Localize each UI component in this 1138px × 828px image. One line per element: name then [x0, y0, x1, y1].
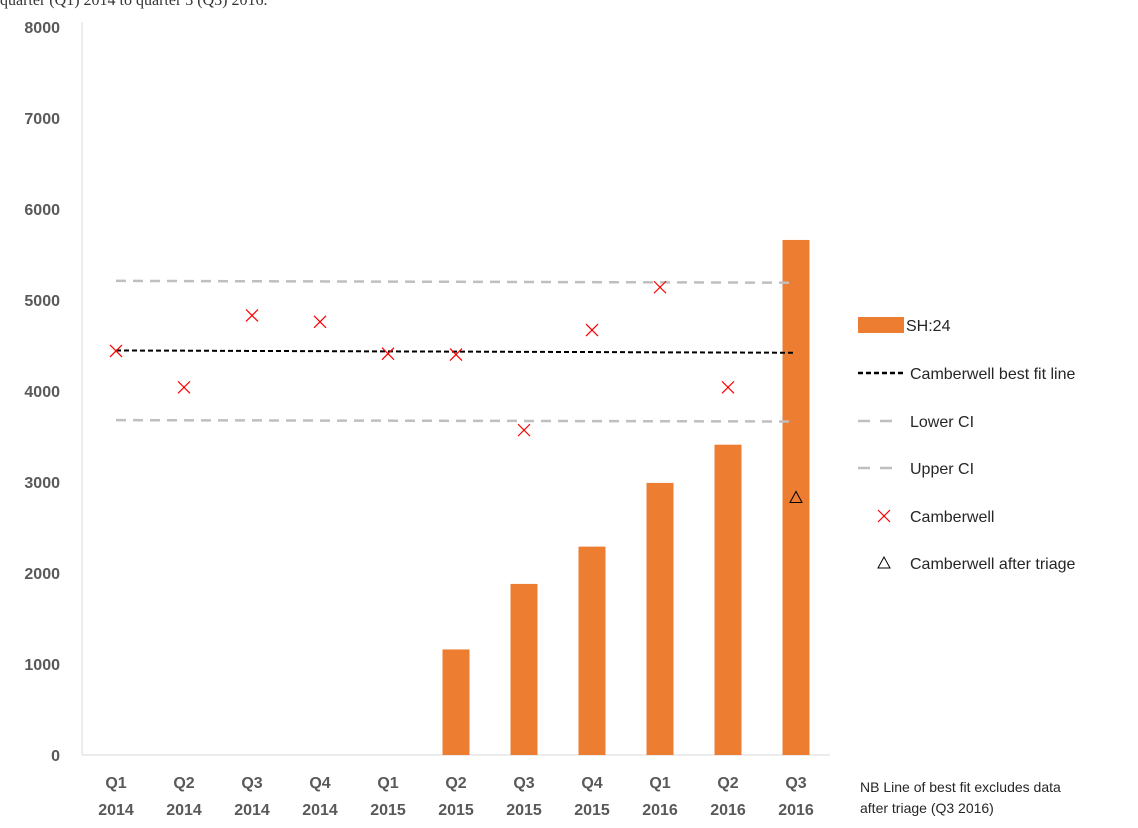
y-tick-label: 8000 — [24, 20, 60, 37]
x-tick-label-quarter: Q4 — [309, 775, 330, 792]
y-tick-label: 5000 — [24, 293, 60, 310]
marker-stroke — [585, 323, 599, 337]
marker-stroke — [653, 280, 667, 294]
x-tick-label-year: 2014 — [302, 802, 338, 819]
y-tick-label: 7000 — [24, 111, 60, 128]
marker-stroke — [721, 380, 735, 394]
y-tick-label: 3000 — [24, 475, 60, 492]
marker-stroke — [245, 309, 259, 322]
camberwell-marker — [449, 348, 463, 362]
legend-label: Lower CI — [910, 414, 974, 431]
bar-sh24 — [782, 239, 810, 755]
camberwell-after-triage-marker — [789, 490, 803, 503]
legend-swatch-triangle — [877, 555, 891, 569]
bar-sh24 — [714, 444, 742, 755]
bar-sh24 — [646, 482, 674, 755]
marker-stroke — [177, 380, 191, 394]
legend-label: SH:24 — [906, 318, 951, 335]
best-fit-line — [115, 349, 797, 354]
x-tick-label-year: 2016 — [642, 802, 678, 819]
x-tick-label-year: 2014 — [166, 802, 202, 819]
legend-label: Camberwell — [910, 509, 994, 526]
x-tick-label-quarter: Q3 — [785, 775, 806, 792]
x-tick-label-year: 2014 — [234, 802, 270, 819]
y-tick-label: 4000 — [24, 384, 60, 401]
marker-stroke — [313, 315, 327, 329]
camberwell-marker — [585, 323, 599, 337]
camberwell-marker — [177, 380, 191, 394]
y-tick-label: 2000 — [24, 566, 60, 583]
x-tick-label-year: 2015 — [370, 802, 406, 819]
x-tick-label-year: 2015 — [506, 802, 542, 819]
x-tick-label-year: 2014 — [98, 802, 134, 819]
bar-sh24 — [578, 546, 606, 755]
x-tick-label-year: 2016 — [778, 802, 814, 819]
x-tick-label-quarter: Q3 — [513, 775, 534, 792]
x-tick-label-year: 2015 — [438, 802, 474, 819]
camberwell-marker — [721, 380, 735, 394]
camberwell-marker — [381, 347, 395, 361]
legend-label: Upper CI — [910, 461, 974, 478]
x-tick-label-quarter: Q1 — [377, 775, 398, 792]
x-tick-label-quarter: Q1 — [649, 775, 670, 792]
marker-stroke — [449, 348, 463, 362]
y-tick-label: 0 — [51, 748, 60, 765]
note-line-1: NB Line of best fit excludes data — [860, 779, 1061, 795]
x-tick-label-quarter: Q2 — [717, 775, 738, 792]
x-tick-label-quarter: Q1 — [105, 775, 126, 792]
marker-stroke — [109, 344, 123, 358]
bar-sh24 — [442, 649, 470, 755]
camberwell-marker — [517, 423, 531, 437]
legend-swatch-x — [877, 509, 891, 523]
x-tick-label-quarter: Q4 — [581, 775, 602, 792]
x-tick-label-year: 2016 — [710, 802, 746, 819]
bar-sh24 — [510, 583, 538, 755]
note-line-2: after triage (Q3 2016) — [860, 800, 994, 816]
legend-label: Camberwell after triage — [910, 556, 1076, 573]
x-tick-label-quarter: Q2 — [445, 775, 466, 792]
legend-swatch-sh24 — [858, 317, 904, 333]
camberwell-marker — [245, 309, 259, 322]
top-caption: quarter (Q1) 2014 to quarter 3 (Q3) 2016… — [0, 0, 268, 9]
y-tick-label: 1000 — [24, 657, 60, 674]
y-tick-label: 6000 — [24, 202, 60, 219]
x-tick-label-year: 2015 — [574, 802, 610, 819]
lower-ci-line — [115, 418, 797, 423]
camberwell-marker — [653, 280, 667, 294]
camberwell-marker — [313, 315, 327, 329]
legend-label: Camberwell best fit line — [910, 366, 1076, 383]
x-tick-label-quarter: Q3 — [241, 775, 262, 792]
camberwell-marker — [109, 344, 123, 358]
x-tick-label-quarter: Q2 — [173, 775, 194, 792]
upper-ci-line — [115, 279, 797, 284]
marker-stroke — [381, 347, 395, 361]
marker-stroke — [517, 423, 531, 437]
